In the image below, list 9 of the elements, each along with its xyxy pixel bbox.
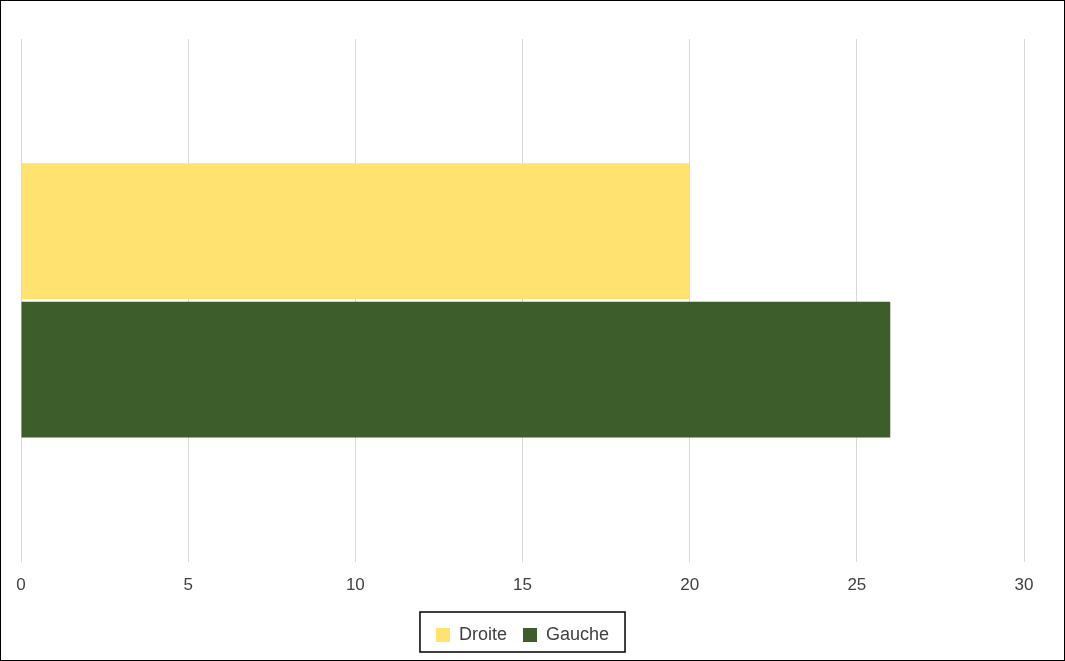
- x-tick-label: 15: [513, 575, 532, 595]
- x-tick-label: 25: [847, 575, 867, 595]
- x-tick-label: 10: [345, 575, 365, 595]
- x-tick-label: 5: [183, 575, 193, 595]
- x-tick-label: 0: [16, 575, 26, 595]
- x-tick-label: 20: [680, 575, 700, 595]
- x-tick-label: 30: [1014, 575, 1034, 595]
- legend-label: Gauche: [545, 623, 610, 644]
- legend-label: Droite: [458, 623, 507, 644]
